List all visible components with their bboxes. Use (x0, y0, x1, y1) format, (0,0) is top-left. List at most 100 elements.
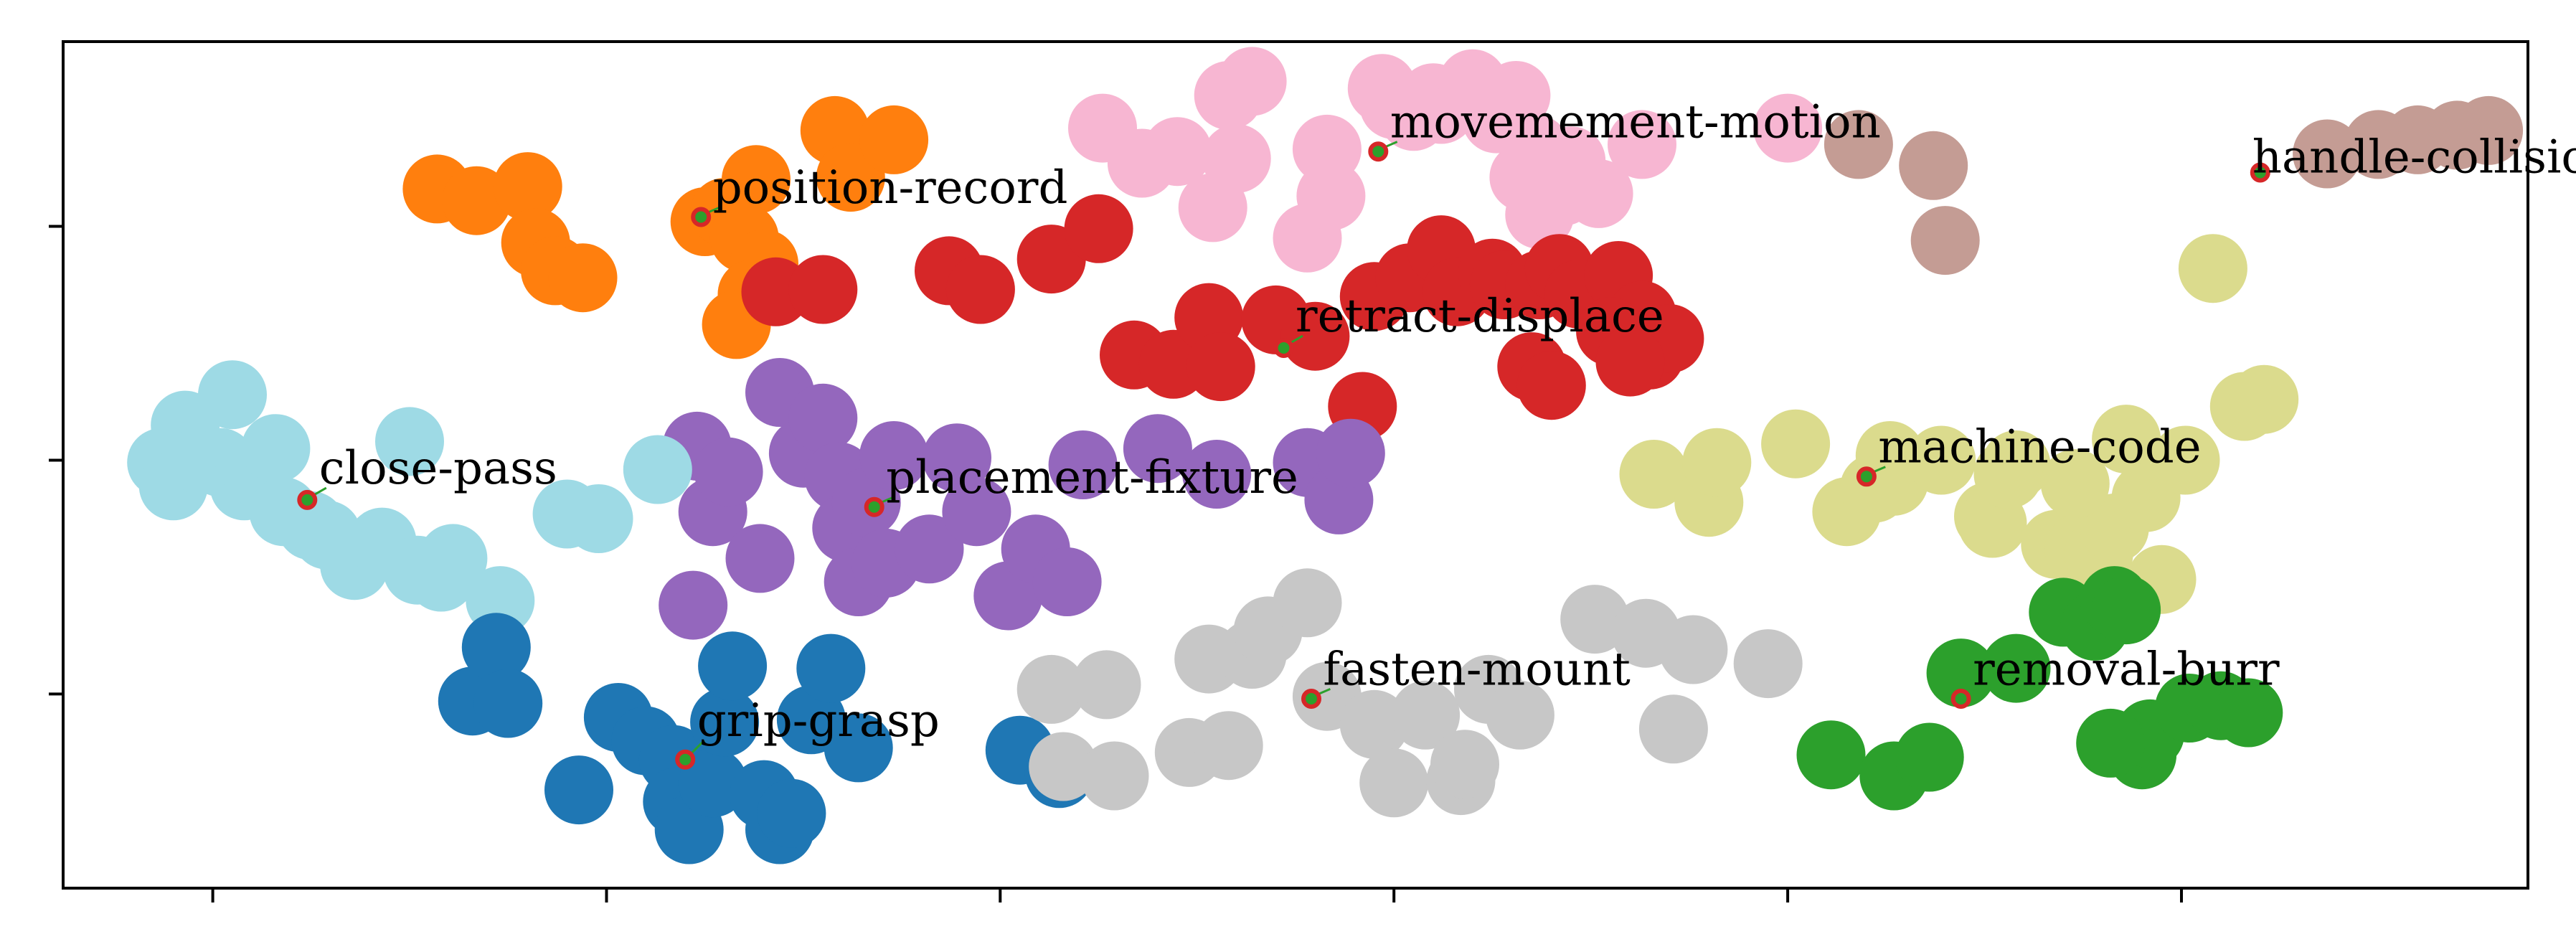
annotation-label-8: removal-burr (1973, 643, 2280, 696)
cluster-5-point-17 (418, 524, 488, 593)
cluster-7-point-19 (1638, 694, 1708, 764)
cluster-1-point-6 (1202, 124, 1271, 193)
cluster-4-point-20 (1048, 430, 1118, 499)
annotation-marker-1 (691, 207, 712, 227)
cluster-1-point-23 (1537, 126, 1606, 196)
cluster-4-point-3 (694, 437, 763, 506)
cluster-8-point-23 (1973, 440, 2043, 509)
cluster-3-point-28 (1516, 351, 1586, 420)
annotation-marker-9 (675, 749, 696, 770)
cluster-6-point-14 (757, 778, 826, 848)
cluster-7-point-20 (1659, 615, 1728, 684)
cluster-6-point-1 (461, 613, 531, 682)
cluster-8-point-0 (1619, 440, 1689, 509)
annotation-markers (297, 141, 2270, 770)
axes (49, 40, 2529, 902)
cluster-1-point-24 (1608, 110, 1676, 179)
annotation-marker-6 (1856, 466, 1877, 487)
annotation-marker-0 (1368, 141, 1389, 162)
cluster-6-point-3 (544, 755, 613, 825)
annotation-label-7: fasten-mount (1323, 643, 1631, 696)
cluster-8-point-20 (2178, 234, 2247, 303)
cluster-4-point-25 (1316, 418, 1385, 488)
cluster-5-point-8 (241, 414, 311, 484)
cluster-3-point-11 (1280, 301, 1350, 371)
cluster-0-point-8 (722, 145, 791, 215)
cluster-2-point-7 (2454, 95, 2524, 165)
cluster-3-point-5 (1064, 194, 1133, 263)
cluster-6-point-16 (796, 633, 866, 703)
cluster-2-point-0 (1824, 110, 1893, 179)
cluster-5-point-21 (623, 435, 692, 504)
cluster-8-point-19 (2151, 425, 2220, 495)
cluster-8-point-24 (2040, 449, 2110, 519)
cluster-4-point-14 (895, 514, 964, 584)
cluster-7-point-21 (1733, 629, 1803, 699)
cluster-4-point-21 (1123, 414, 1192, 484)
annotation-label-9: grip-grasp (697, 694, 940, 748)
annotation-marker-7 (1301, 689, 1321, 709)
annotation-label-1: position-record (713, 161, 1068, 215)
cluster-1-point-25 (1753, 93, 1823, 163)
cluster-4-point-12 (859, 421, 929, 490)
cluster-9-point-2 (1895, 722, 1964, 792)
cluster-9-point-14 (2076, 708, 2146, 778)
annotation-marker-2 (2250, 162, 2270, 183)
cluster-1-point-17 (1481, 61, 1551, 130)
cluster-9-point-8 (2092, 575, 2161, 645)
annotation-label-5: placement-fixture (886, 451, 1298, 504)
annotation-label-6: machine-code (1878, 421, 2201, 474)
cluster-6-point-17 (824, 713, 893, 783)
annotation-label-0: movemement-motion (1390, 96, 1881, 149)
annotation-label-4: close-pass (319, 442, 557, 495)
cluster-6-point-10 (690, 687, 760, 757)
annotation-marker-4 (297, 489, 318, 510)
cluster-7-point-1 (1029, 732, 1098, 801)
cluster-5-point-14 (375, 407, 444, 476)
cluster-7-point-6 (1194, 711, 1263, 781)
annotation-label-2: handle-collision (2252, 131, 2576, 184)
cluster-0-point-15 (859, 105, 929, 174)
cluster-1-point-2 (1143, 117, 1212, 187)
cluster-2-point-3 (2293, 119, 2362, 189)
cluster-4-point-7 (788, 383, 858, 453)
cluster-8-point-3 (1761, 409, 1831, 479)
cluster-9-point-13 (2214, 678, 2283, 748)
cluster-6-point-11 (698, 631, 768, 701)
cluster-7-point-22 (1430, 730, 1499, 799)
cluster-4-point-0 (659, 570, 728, 640)
cluster-3-point-29 (1595, 327, 1665, 397)
cluster-4-point-22 (1182, 440, 1252, 509)
cluster-4-point-15 (923, 423, 991, 493)
annotation-marker-5 (864, 496, 884, 517)
cluster-8-point-22 (2230, 364, 2299, 434)
cluster-8-point-16 (2092, 405, 2161, 474)
cluster-9-point-4 (1981, 633, 2051, 703)
cluster-3-point-1 (788, 255, 858, 324)
cluster-3-point-9 (1186, 332, 1255, 402)
cluster-5-point-5 (198, 360, 267, 430)
cluster-7-point-0 (1016, 654, 1086, 724)
annotation-marker-3 (1273, 338, 1294, 358)
cluster-8-point-8 (1907, 425, 1976, 495)
cluster-4-point-4 (725, 524, 795, 593)
cluster-2-point-2 (1910, 206, 1980, 275)
cluster-8-point-2 (1682, 428, 1752, 497)
annotation-marker-8 (1950, 689, 1971, 709)
annotation-label-3: retract-displace (1296, 290, 1664, 343)
cluster-4-point-19 (1032, 547, 1102, 616)
points-layer (127, 47, 2524, 864)
cluster-9-point-0 (1796, 720, 1866, 790)
cluster-3-point-3 (945, 255, 1015, 324)
cluster-7-point-9 (1273, 568, 1342, 638)
plot-frame (62, 40, 2529, 890)
cluster-0-point-2 (493, 152, 562, 222)
cluster-7-point-13 (1391, 680, 1461, 750)
cluster-2-point-1 (1899, 131, 1968, 200)
cluster-1-point-9 (1292, 114, 1362, 184)
cluster-5-point-20 (564, 484, 633, 553)
cluster-7-point-2 (1072, 650, 1141, 720)
cluster-7-point-16 (1485, 680, 1554, 750)
cluster-6-point-2 (473, 669, 543, 738)
